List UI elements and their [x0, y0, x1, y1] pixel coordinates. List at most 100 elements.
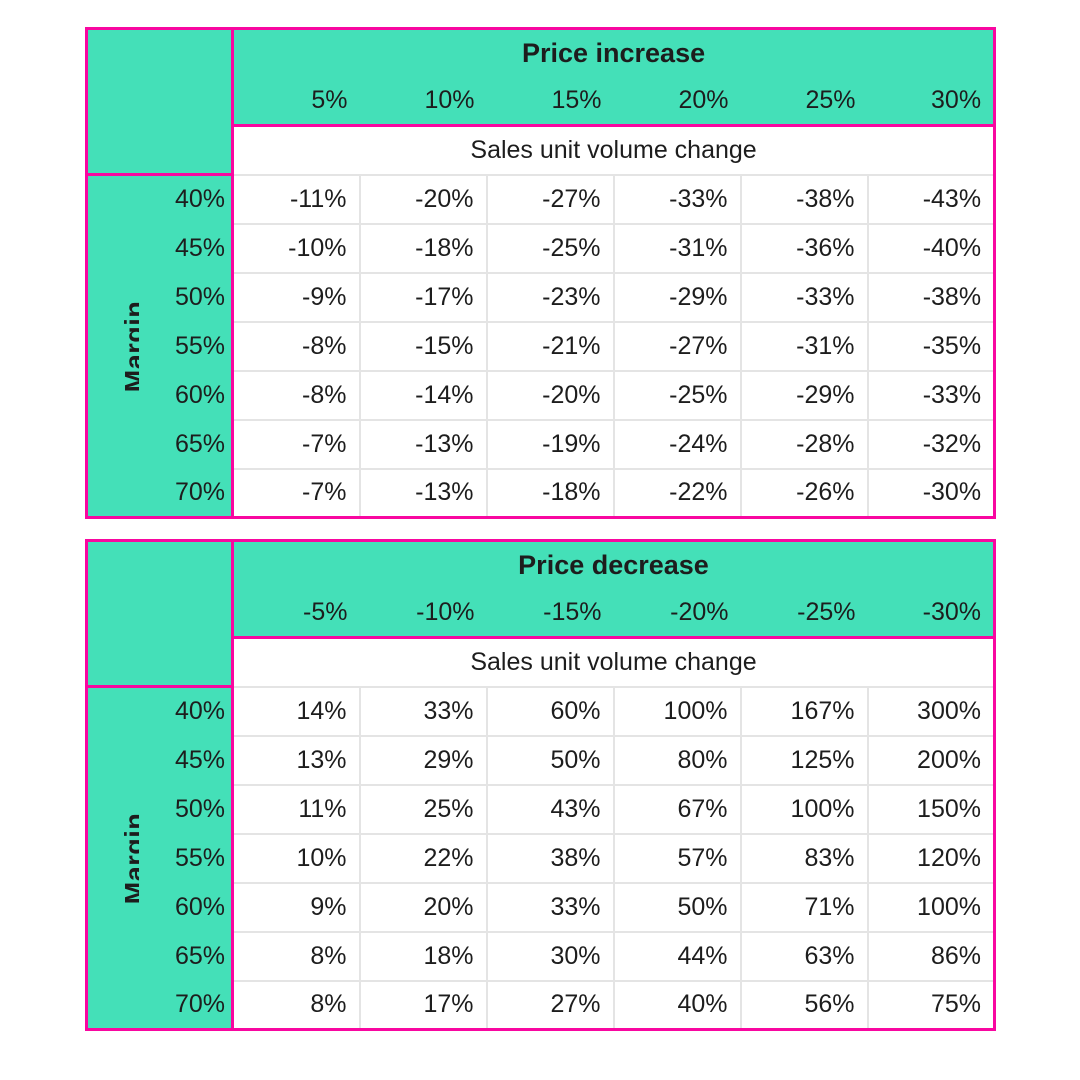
margin-row-header: 45% [138, 223, 234, 273]
data-cell: -7% [231, 467, 361, 519]
data-cell: -24% [612, 418, 742, 470]
data-cell: -27% [485, 173, 615, 225]
table-row: 50% 11% 25% 43% 67% 100% 150% [87, 783, 996, 835]
margin-axis-label-text: Margin [119, 812, 139, 904]
data-cell: -19% [485, 418, 615, 470]
table-row: -5% -10% -15% -20% -25% -30% [87, 588, 995, 639]
data-cell: -20% [358, 173, 488, 225]
column-header: 15% [486, 76, 614, 127]
data-cell: 11% [231, 783, 361, 835]
column-header: -15% [486, 588, 614, 639]
table-row: Sales unit volume change [87, 125, 995, 176]
data-cell: -38% [866, 271, 996, 323]
margin-row-header: 55% [138, 321, 234, 371]
table-row: 55% 10% 22% 38% 57% 83% 120% [87, 832, 996, 884]
data-cell: -17% [358, 271, 488, 323]
table-row: 55% -8% -15% -21% -27% -31% -35% [87, 320, 996, 372]
data-cell: 38% [485, 832, 615, 884]
corner-cell [85, 27, 234, 176]
data-cell: -15% [358, 320, 488, 372]
column-header: 5% [232, 76, 360, 127]
data-cell: -8% [231, 369, 361, 421]
data-cell: 57% [612, 832, 742, 884]
data-cell: -27% [612, 320, 742, 372]
margin-row-header: 65% [138, 419, 234, 469]
data-cell: -38% [739, 173, 869, 225]
data-cell: -29% [739, 369, 869, 421]
data-cell: 9% [231, 881, 361, 933]
data-cell: -13% [358, 467, 488, 519]
margin-row-header: 55% [138, 833, 234, 883]
data-cell: 18% [358, 930, 488, 982]
table-subtitle: Sales unit volume change [232, 637, 995, 688]
column-header: 10% [359, 76, 487, 127]
data-cell: 29% [358, 734, 488, 786]
column-header: -20% [613, 588, 741, 639]
data-cell: -31% [612, 222, 742, 274]
data-cell: -23% [485, 271, 615, 323]
data-cell: 63% [739, 930, 869, 982]
data-cell: -29% [612, 271, 742, 323]
column-header: -10% [359, 588, 487, 639]
data-cell: -33% [612, 173, 742, 225]
data-cell: -32% [866, 418, 996, 470]
data-cell: 80% [612, 734, 742, 786]
table-row: 70% 8% 17% 27% 40% 56% 75% [87, 979, 996, 1031]
data-cell: -43% [866, 173, 996, 225]
data-cell: -18% [358, 222, 488, 274]
margin-row-header: 50% [138, 272, 234, 322]
data-cell: -14% [358, 369, 488, 421]
margin-row-header: 60% [138, 370, 234, 420]
column-header: -30% [867, 588, 995, 639]
table-row: 60% -8% -14% -20% -25% -29% -33% [87, 369, 996, 421]
table-row: 45% -10% -18% -25% -31% -36% -40% [87, 222, 996, 274]
price-increase-table: Price increase 5% 10% 15% 20% 25% 30% Sa… [85, 27, 997, 519]
data-cell: 8% [231, 930, 361, 982]
data-cell: 100% [739, 783, 869, 835]
corner-cell [85, 539, 234, 688]
data-cell: 33% [485, 881, 615, 933]
data-cell: 44% [612, 930, 742, 982]
column-header: -5% [232, 588, 360, 639]
data-cell: 22% [358, 832, 488, 884]
table-row: Margin 40% -11% -20% -27% -33% -38% -43% [86, 173, 996, 518]
data-cell: 167% [739, 685, 869, 737]
data-cell: -10% [231, 222, 361, 274]
data-cell: -7% [231, 418, 361, 470]
data-cell: 33% [358, 685, 488, 737]
data-cell: 13% [231, 734, 361, 786]
table-row: 45% 13% 29% 50% 80% 125% 200% [87, 734, 996, 786]
data-cell: -13% [358, 418, 488, 470]
margin-axis-label: Margin [86, 686, 139, 1030]
data-cell: 100% [866, 881, 996, 933]
data-cell: 200% [866, 734, 996, 786]
margin-axis-label: Margin [86, 174, 139, 518]
table-row: 5% 10% 15% 20% 25% 30% [87, 76, 995, 127]
data-cell: -11% [231, 173, 361, 225]
table-row: 50% -9% -17% -23% -29% -33% -38% [87, 271, 996, 323]
data-cell: 25% [358, 783, 488, 835]
data-cell: -30% [866, 467, 996, 519]
data-cell: 8% [231, 979, 361, 1031]
data-cell: -33% [866, 369, 996, 421]
data-cell: -33% [739, 271, 869, 323]
margin-row-header: 70% [138, 980, 234, 1030]
data-cell: -31% [739, 320, 869, 372]
data-cell: -20% [485, 369, 615, 421]
data-cell: -40% [866, 222, 996, 274]
data-cell: 56% [739, 979, 869, 1031]
table-row: 70% -7% -13% -18% -22% -26% -30% [87, 467, 996, 519]
column-header: 25% [740, 76, 868, 127]
margin-row-header: 70% [138, 468, 234, 518]
data-cell: -21% [485, 320, 615, 372]
margin-row-header: 60% [138, 882, 234, 932]
data-cell: 300% [866, 685, 996, 737]
data-cell: -35% [866, 320, 996, 372]
column-header: -25% [740, 588, 868, 639]
data-cell: 40% [612, 979, 742, 1031]
data-cell: -18% [485, 467, 615, 519]
margin-row-header: 50% [138, 784, 234, 834]
data-cell: 17% [358, 979, 488, 1031]
column-header: 30% [867, 76, 995, 127]
data-cell: -8% [231, 320, 361, 372]
